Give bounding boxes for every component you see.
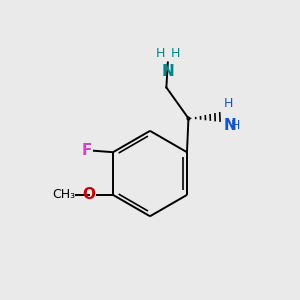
Text: H: H: [156, 47, 165, 60]
Text: O: O: [83, 188, 96, 202]
Text: CH₃: CH₃: [52, 188, 75, 201]
Text: N: N: [224, 118, 236, 133]
Text: F: F: [81, 143, 92, 158]
Text: H: H: [231, 119, 240, 132]
Text: H: H: [224, 98, 233, 110]
Text: H: H: [170, 47, 180, 60]
Text: N: N: [161, 64, 174, 79]
